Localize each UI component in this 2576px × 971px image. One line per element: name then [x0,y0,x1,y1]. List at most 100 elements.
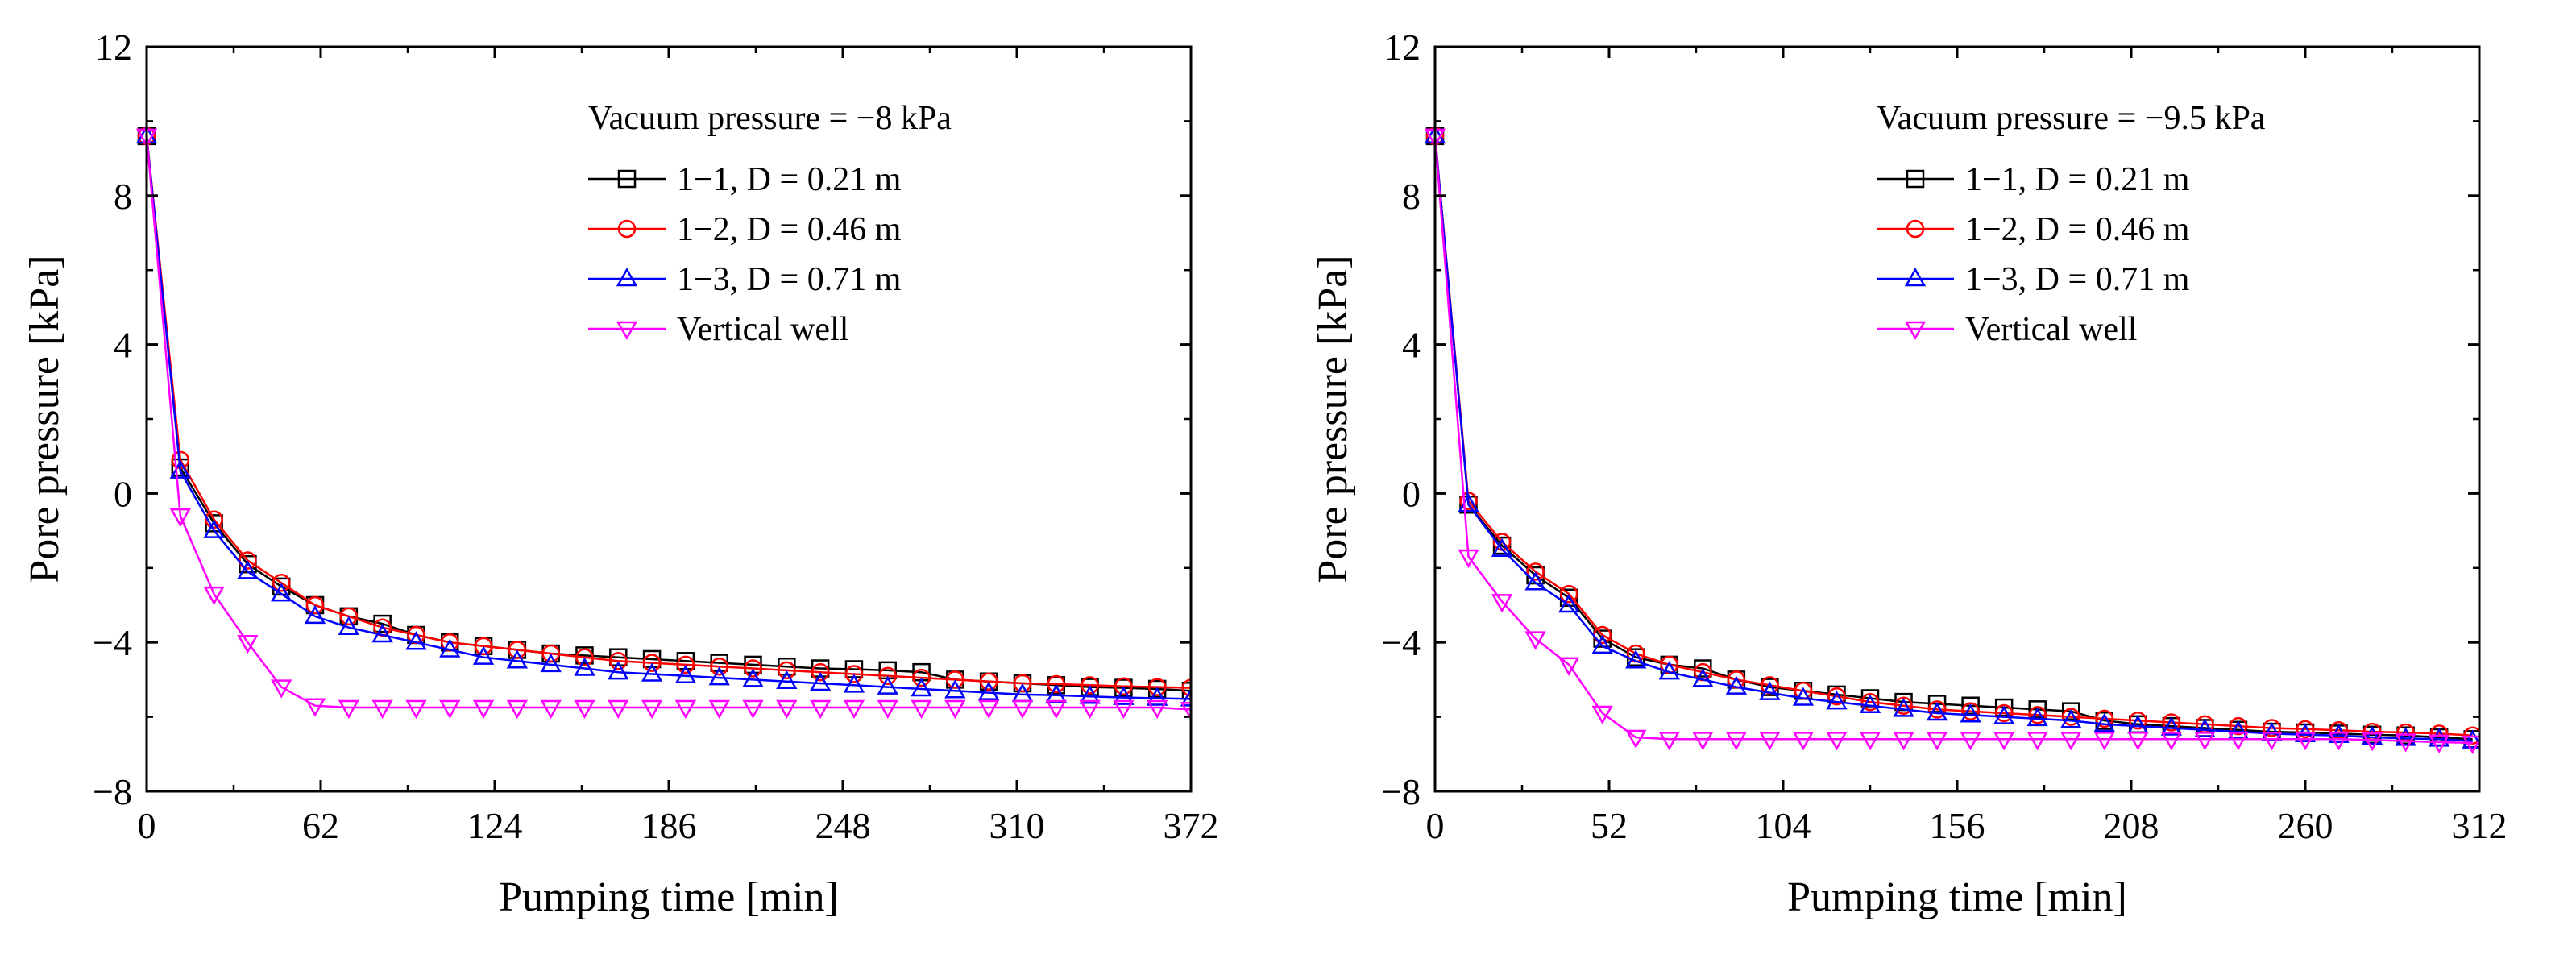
data-point [2328,724,2350,743]
data-point [877,675,898,695]
data-point [1658,732,1680,751]
data-point [809,699,832,720]
data-point [1894,696,1913,715]
data-point [1961,702,1980,720]
data-point [1792,732,1815,751]
series-3 [1424,124,2479,749]
data-point [608,699,629,720]
legend-item: 1−2, D = 0.46 m [588,211,902,248]
data-point [2127,732,2149,751]
x-axis-label: Pumping time [min] [1787,874,2127,920]
data-point [339,607,359,626]
series-1 [1425,127,2479,749]
data-point [472,645,495,665]
x-tick-label: 248 [815,805,871,846]
data-point [2294,732,2317,751]
series-line [145,135,1191,711]
data-point [2026,732,2048,751]
data-point [237,634,259,654]
data-point [1960,732,1981,751]
data-point [1045,699,1067,720]
data-point [203,586,225,606]
y-axis-label: Pore pressure [kPa] [22,255,68,583]
legend-item: 1−3, D = 0.71 m [1877,261,2190,298]
data-point [708,699,730,720]
data-point [978,681,1000,700]
series-4 [135,128,1191,721]
data-point [1859,732,1881,751]
data-point [1458,549,1479,568]
data-point [843,699,865,720]
y-tick-label: 4 [1402,325,1421,366]
data-point [877,699,898,720]
legend: Vacuum pressure = −8 kPa 1−1, D = 0.21 m 1… [588,100,952,348]
legend-item: 1−1, D = 0.21 m [588,161,902,198]
data-point [2261,732,2283,751]
data-point [1994,698,2014,717]
data-point [2361,732,2383,752]
data-point [2462,729,2479,749]
data-point [2429,734,2450,754]
series-1 [137,127,1191,700]
data-point [2296,720,2315,739]
y-tick-label: 4 [114,325,132,366]
data-point [878,666,897,686]
legend-marker [1904,321,1927,341]
data-point [1826,732,1848,751]
data-point [1047,674,1066,694]
data-point [811,662,830,682]
data-point [540,653,562,673]
data-point [809,671,832,691]
data-point [843,674,865,693]
data-point [944,679,966,699]
data-point [1558,657,1580,676]
data-point [1524,631,1546,650]
data-point [2061,702,2080,720]
data-point [574,657,595,676]
legend-item: 1−1, D = 0.21 m [1877,161,2190,198]
data-point [169,508,191,528]
data-point [912,668,931,687]
series-line [1433,135,2473,745]
y-tick-label: 8 [114,176,132,217]
x-tick-label: 0 [138,805,156,846]
data-point [1960,703,1981,723]
data-point [272,574,291,592]
legend-label: 1−1, D = 0.21 m [1965,161,2190,198]
data-point [338,616,359,635]
y-tick-label: 0 [114,473,132,514]
data-point [2328,732,2350,751]
x-axis-label: Pumping time [min] [499,874,839,920]
legend-label: 1−3, D = 0.71 m [677,261,902,298]
data-point [676,655,695,674]
data-point [271,679,292,699]
data-point [1725,675,1747,695]
data-point [1113,686,1135,705]
data-point [371,699,393,720]
data-point [2028,700,2047,719]
y-tick-label: −4 [93,622,132,663]
data-point [674,664,697,684]
data-point [1491,594,1513,613]
legend-label: Vertical well [1965,311,2137,348]
data-point [1625,729,1647,749]
data-point [2093,712,2115,732]
data-point [944,699,966,720]
legend-marker [1906,169,1925,189]
data-point [203,519,225,538]
plot-frame [145,45,1193,793]
data-point [609,652,628,670]
data-point [1559,584,1578,604]
plot-area [135,124,1191,721]
data-point [742,699,764,720]
data-point [742,668,764,687]
data-point [608,661,629,680]
data-point [1081,676,1099,695]
data-point [2395,727,2416,746]
data-point [1692,732,1714,751]
data-point [405,699,427,720]
legend-label: 1−3, D = 0.71 m [1965,261,2190,298]
data-point [1658,661,1680,680]
data-point [2194,718,2216,738]
data-point [2060,709,2082,728]
